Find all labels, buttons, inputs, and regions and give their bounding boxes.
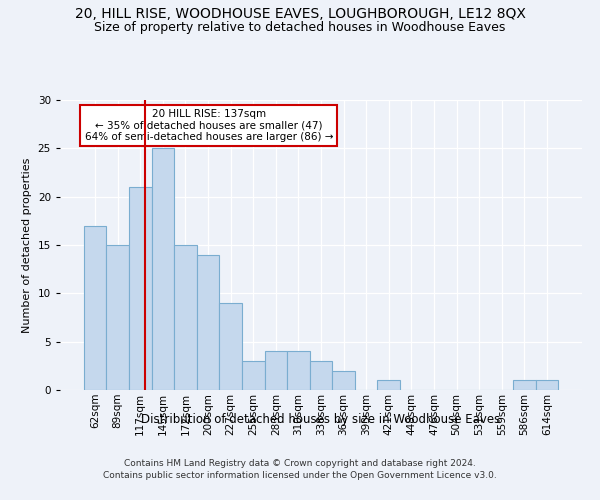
Text: 20 HILL RISE: 137sqm
← 35% of detached houses are smaller (47)
64% of semi-detac: 20 HILL RISE: 137sqm ← 35% of detached h… — [85, 108, 333, 142]
Bar — [310, 361, 332, 390]
Bar — [377, 380, 400, 390]
Bar — [106, 245, 129, 390]
Bar — [287, 352, 310, 390]
Bar — [84, 226, 106, 390]
Text: Size of property relative to detached houses in Woodhouse Eaves: Size of property relative to detached ho… — [94, 21, 506, 34]
Bar — [242, 361, 265, 390]
Text: Contains HM Land Registry data © Crown copyright and database right 2024.: Contains HM Land Registry data © Crown c… — [124, 458, 476, 468]
Y-axis label: Number of detached properties: Number of detached properties — [22, 158, 32, 332]
Text: 20, HILL RISE, WOODHOUSE EAVES, LOUGHBOROUGH, LE12 8QX: 20, HILL RISE, WOODHOUSE EAVES, LOUGHBOR… — [74, 8, 526, 22]
Text: Distribution of detached houses by size in Woodhouse Eaves: Distribution of detached houses by size … — [142, 412, 500, 426]
Bar — [265, 352, 287, 390]
Bar — [129, 187, 152, 390]
Text: Contains public sector information licensed under the Open Government Licence v3: Contains public sector information licen… — [103, 471, 497, 480]
Bar — [536, 380, 558, 390]
Bar — [152, 148, 174, 390]
Bar — [513, 380, 536, 390]
Bar — [197, 254, 220, 390]
Bar — [332, 370, 355, 390]
Bar — [220, 303, 242, 390]
Bar — [174, 245, 197, 390]
